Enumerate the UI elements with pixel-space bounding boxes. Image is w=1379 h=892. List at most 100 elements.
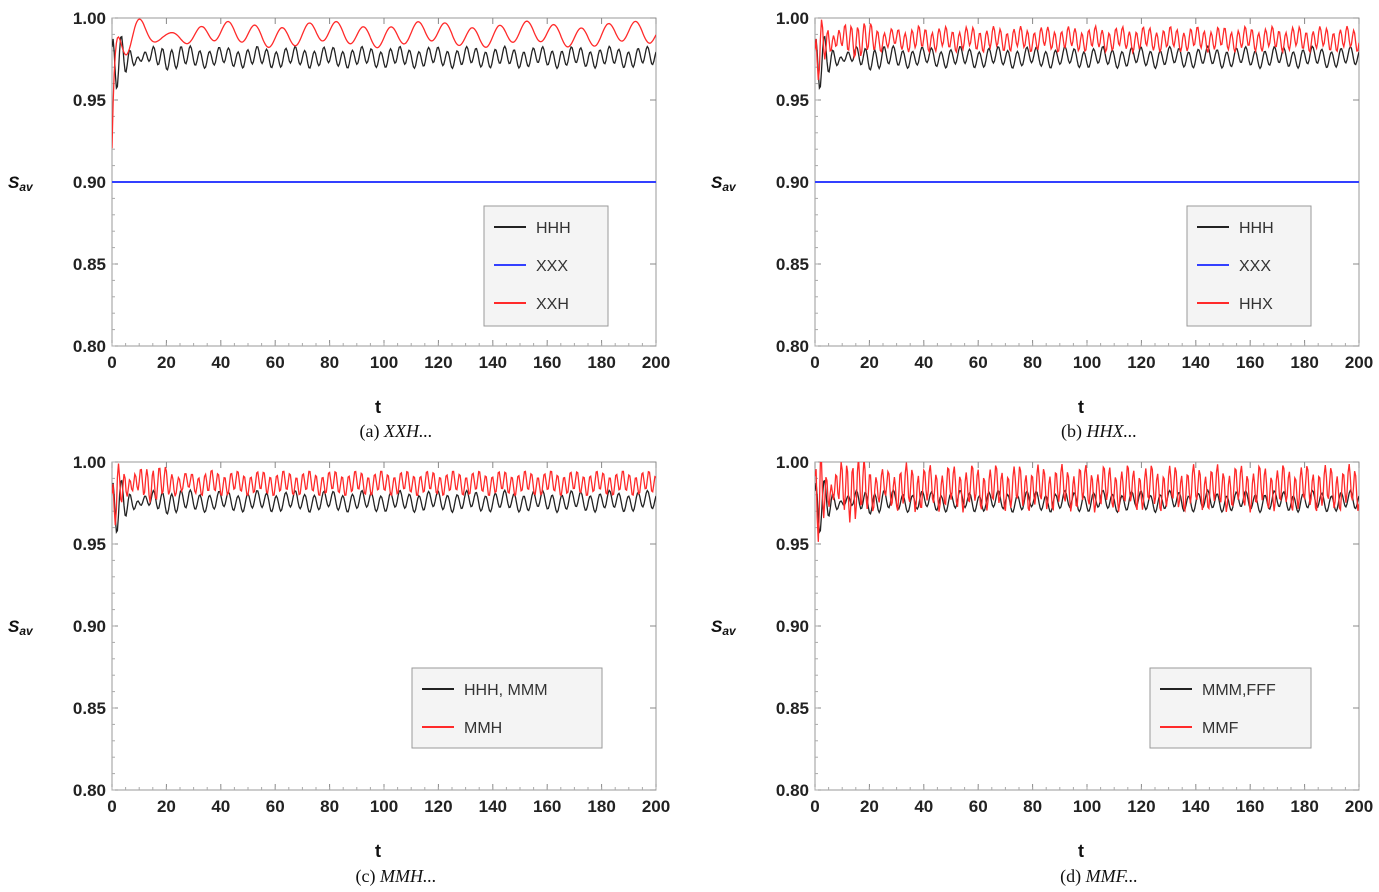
x-tick-label: 20	[157, 797, 176, 816]
series-line-red	[815, 19, 1359, 81]
y-tick-label: 0.90	[73, 173, 106, 192]
series-line-black	[112, 35, 656, 91]
x-tick-label: 120	[424, 353, 452, 372]
legend-entry: HHH	[1239, 220, 1274, 237]
x-tick-label: 0	[810, 797, 819, 816]
y-tick-label: 0.85	[776, 699, 809, 718]
x-tick-label: 180	[587, 353, 615, 372]
legend-box	[1149, 667, 1312, 749]
legend-entry: MMM,FFF	[1202, 682, 1276, 699]
x-tick-label: 140	[479, 797, 507, 816]
x-tick-label: 160	[1236, 353, 1264, 372]
x-tick-label: 20	[860, 797, 879, 816]
legend: MMM,FFF MMF	[1149, 667, 1312, 749]
x-tick-label: 140	[1182, 353, 1210, 372]
x-tick-label: 40	[914, 797, 933, 816]
legend-entry: XXX	[536, 258, 568, 275]
y-tick-label: 0.90	[776, 617, 809, 636]
legend-box	[411, 667, 603, 749]
x-tick-label: 180	[1290, 353, 1318, 372]
x-tick-label: 80	[320, 353, 339, 372]
x-tick-label: 100	[370, 797, 398, 816]
chart-panel-1: 0 20 40 60 80 100 120 140 160 180 200 0.80 0.85 0.90 0…	[711, 9, 1373, 442]
y-tick-label: 0.95	[776, 535, 809, 554]
legend-entry: HHH, MMM	[464, 682, 548, 699]
x-tick-label: 40	[211, 797, 230, 816]
legend-entry: HHH	[536, 220, 571, 237]
x-tick-label: 20	[157, 353, 176, 372]
legend: HHH, MMM MMH	[411, 667, 603, 749]
x-axis-title: t	[1078, 397, 1084, 417]
x-tick-label: 40	[914, 353, 933, 372]
x-axis-title: t	[1078, 841, 1084, 861]
y-tick-label: 0.95	[73, 535, 106, 554]
x-tick-label: 200	[1345, 353, 1373, 372]
chart-panel-0: 0 20 40 60 80 100 120 140 160 180 200 0.80 0.85 0.90 0…	[8, 9, 670, 442]
y-axis-title: Sav	[8, 173, 34, 194]
chart-panel-2: 0 20 40 60 80 100 120 140 160 180 200 0.80 0.85 0.90 0…	[8, 453, 670, 887]
x-tick-label: 100	[1073, 353, 1101, 372]
figure-caption: (b) HHX...	[1061, 421, 1137, 442]
figure-caption: (c) MMH...	[356, 866, 437, 887]
y-axis-title: Sav	[711, 617, 737, 638]
x-tick-label: 120	[424, 797, 452, 816]
legend-entry: MMF	[1202, 720, 1239, 737]
x-tick-label: 40	[211, 353, 230, 372]
y-tick-label: 0.90	[776, 173, 809, 192]
x-tick-label: 160	[1236, 797, 1264, 816]
y-tick-label: 0.80	[776, 781, 809, 800]
legend-entry: HHX	[1239, 296, 1273, 313]
x-tick-label: 160	[533, 797, 561, 816]
y-tick-label: 0.80	[73, 337, 106, 356]
series-line-red	[815, 462, 1359, 542]
x-tick-label: 0	[107, 797, 116, 816]
x-tick-label: 80	[1023, 797, 1042, 816]
y-tick-label: 0.85	[73, 699, 106, 718]
x-tick-label: 200	[642, 797, 670, 816]
y-tick-label: 0.95	[73, 91, 106, 110]
chart-panel-3: 0 20 40 60 80 100 120 140 160 180 200 0.80 0.85 0.90 0…	[711, 453, 1373, 887]
x-tick-label: 80	[1023, 353, 1042, 372]
legend: HHH XXX HHX	[1186, 205, 1312, 327]
y-tick-label: 1.00	[73, 453, 106, 472]
legend-entry: MMH	[464, 720, 502, 737]
x-axis-title: t	[375, 841, 381, 861]
y-tick-label: 0.90	[73, 617, 106, 636]
series-line-red	[112, 18, 656, 149]
y-tick-label: 1.00	[73, 9, 106, 28]
x-tick-label: 120	[1127, 797, 1155, 816]
series-line-black	[112, 479, 656, 535]
x-tick-label: 200	[642, 353, 670, 372]
y-tick-label: 1.00	[776, 453, 809, 472]
y-tick-label: 1.00	[776, 9, 809, 28]
x-tick-label: 200	[1345, 797, 1373, 816]
x-tick-label: 180	[1290, 797, 1318, 816]
x-tick-label: 60	[969, 797, 988, 816]
figure-caption: (a) XXH...	[360, 421, 433, 442]
x-tick-label: 60	[266, 353, 285, 372]
series-line-red	[112, 463, 656, 526]
x-tick-label: 100	[370, 353, 398, 372]
y-tick-label: 0.80	[73, 781, 106, 800]
series-line-black	[815, 35, 1359, 91]
x-tick-label: 160	[533, 353, 561, 372]
x-tick-label: 0	[107, 353, 116, 372]
y-axis-title: Sav	[8, 617, 34, 638]
y-tick-label: 0.95	[776, 91, 809, 110]
x-tick-label: 140	[479, 353, 507, 372]
x-tick-label: 20	[860, 353, 879, 372]
x-tick-label: 0	[810, 353, 819, 372]
x-tick-label: 60	[266, 797, 285, 816]
y-axis-title: Sav	[711, 173, 737, 194]
legend-entry: XXX	[1239, 258, 1271, 275]
x-axis-title: t	[375, 397, 381, 417]
x-tick-label: 120	[1127, 353, 1155, 372]
figure-caption: (d) MMF...	[1060, 866, 1138, 887]
legend: HHH XXX XXH	[483, 205, 609, 327]
y-tick-label: 0.85	[73, 255, 106, 274]
y-tick-label: 0.85	[776, 255, 809, 274]
x-tick-label: 140	[1182, 797, 1210, 816]
x-tick-label: 180	[587, 797, 615, 816]
x-tick-label: 80	[320, 797, 339, 816]
